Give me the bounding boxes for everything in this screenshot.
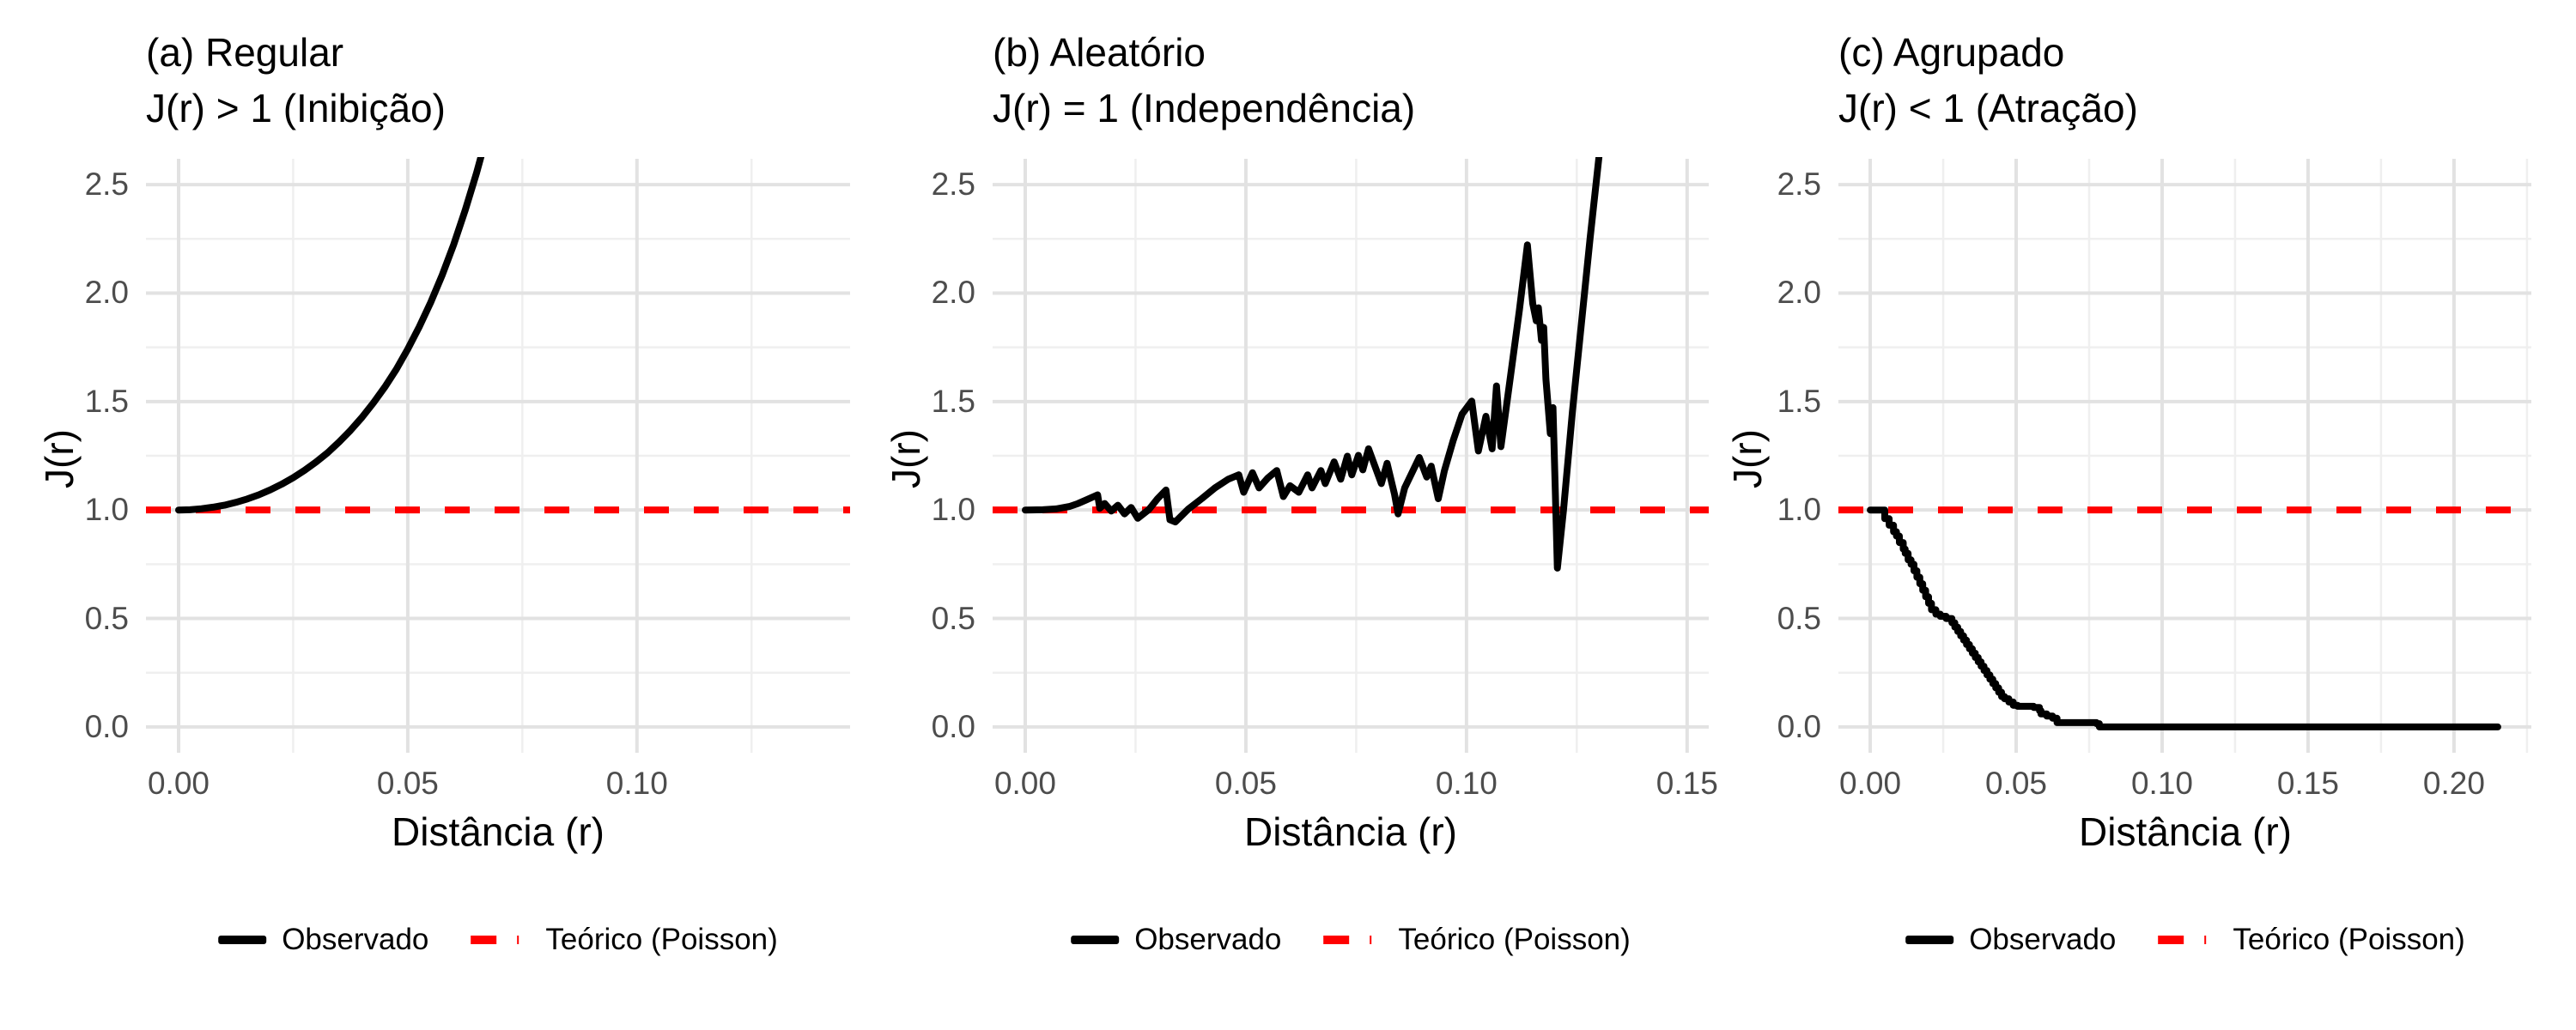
y-tick-label: 1.5 xyxy=(1777,383,1821,419)
x-tick-label: 0.15 xyxy=(1656,766,1718,801)
x-tick-label: 0.05 xyxy=(1985,766,2048,801)
y-tick-label: 2.5 xyxy=(84,167,129,203)
plot-area xyxy=(1838,159,2531,753)
x-tick-label: 0.00 xyxy=(993,766,1056,801)
y-tick-label: 2.0 xyxy=(931,275,975,311)
panel-subtitle: J(r) < 1 (Atração) xyxy=(1838,86,2138,130)
x-axis-title: Distância (r) xyxy=(2079,809,2292,854)
legend-key-theoretical-line xyxy=(471,936,519,944)
x-tick-label: 0.00 xyxy=(147,766,210,801)
y-tick-label: 0.0 xyxy=(931,708,975,744)
panel-clustered: (c) Agrupado J(r) < 1 (Atração) J(r) 0.0… xyxy=(1717,0,2576,1030)
legend: Observado Teórico (Poisson) xyxy=(1071,921,1631,959)
plot-area xyxy=(146,157,850,753)
panel-regular: (a) Regular J(r) > 1 (Inibição) J(r) 0.0… xyxy=(0,0,859,1030)
x-axis-title: Distância (r) xyxy=(1244,809,1457,854)
legend-key-observed-line xyxy=(1905,936,1954,944)
panel-subtitle: J(r) > 1 (Inibição) xyxy=(146,86,446,130)
y-tick-label: 2.5 xyxy=(1777,167,1821,203)
x-tick-label: 0.20 xyxy=(2422,766,2485,801)
y-tick-label: 0.5 xyxy=(931,600,975,636)
panel-title: (b) Aleatório xyxy=(993,30,1206,75)
panel-random: (b) Aleatório J(r) = 1 (Independência) J… xyxy=(859,0,1718,1030)
legend-label-theoretical: Teórico (Poisson) xyxy=(1398,923,1631,956)
legend-key-observed-line xyxy=(218,936,267,944)
x-tick-label: 0.05 xyxy=(376,766,439,801)
y-tick-label: 0.0 xyxy=(84,708,129,744)
legend-label-observed: Observado xyxy=(282,923,429,956)
x-tick-label: 0.05 xyxy=(1214,766,1277,801)
y-tick-label: 0.5 xyxy=(1777,600,1821,636)
y-tick-label: 1.0 xyxy=(931,492,975,528)
y-tick-label: 1.0 xyxy=(1777,492,1821,528)
legend-label-theoretical: Teórico (Poisson) xyxy=(545,923,778,956)
legend: Observado Teórico (Poisson) xyxy=(1905,921,2465,959)
x-tick-label: 0.10 xyxy=(605,766,668,801)
y-tick-label: 1.0 xyxy=(84,492,129,528)
legend-key-theoretical-line xyxy=(1323,936,1372,944)
legend: Observado Teórico (Poisson) xyxy=(218,921,778,959)
panel-title: (a) Regular xyxy=(146,30,344,75)
x-tick-label: 0.15 xyxy=(2276,766,2339,801)
legend-key-observed-line xyxy=(1071,936,1120,944)
x-tick-label: 0.10 xyxy=(1435,766,1498,801)
x-tick-label: 0.00 xyxy=(1839,766,1902,801)
y-tick-label: 0.0 xyxy=(1777,708,1821,744)
y-tick-label: 2.0 xyxy=(84,275,129,311)
y-tick-label: 0.5 xyxy=(84,600,129,636)
x-axis-title: Distância (r) xyxy=(392,809,605,854)
legend-label-observed: Observado xyxy=(1969,923,2117,956)
y-tick-label: 1.5 xyxy=(931,383,975,419)
legend-key-theoretical-line xyxy=(2158,936,2207,944)
panel-title: (c) Agrupado xyxy=(1838,30,2065,75)
y-tick-label: 1.5 xyxy=(84,383,129,419)
panel-subtitle: J(r) = 1 (Independência) xyxy=(993,86,1416,130)
legend-label-observed: Observado xyxy=(1134,923,1282,956)
x-tick-label: 0.10 xyxy=(2130,766,2193,801)
y-tick-label: 2.5 xyxy=(931,167,975,203)
legend-label-theoretical: Teórico (Poisson) xyxy=(2233,923,2465,956)
y-tick-label: 2.0 xyxy=(1777,275,1821,311)
plot-area xyxy=(993,157,1709,753)
